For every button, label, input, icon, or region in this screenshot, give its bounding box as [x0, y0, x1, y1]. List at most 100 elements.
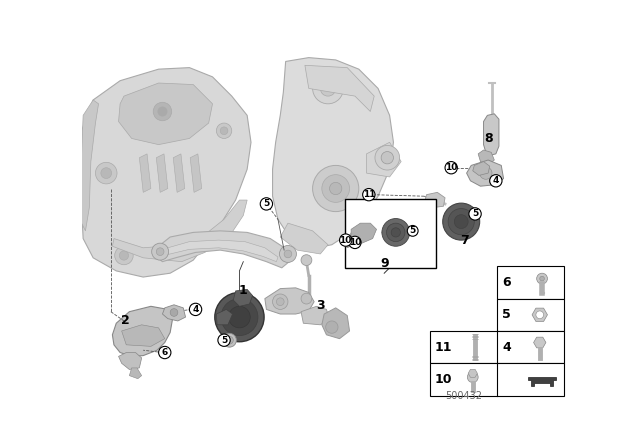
Text: 4: 4 [502, 340, 511, 353]
Text: 10: 10 [445, 163, 458, 172]
Text: 5: 5 [221, 336, 227, 345]
Polygon shape [118, 83, 212, 145]
Text: 5: 5 [502, 308, 511, 321]
Text: 5: 5 [410, 226, 416, 235]
Text: 5: 5 [472, 209, 478, 219]
Circle shape [490, 175, 502, 187]
Polygon shape [265, 288, 314, 314]
Circle shape [152, 243, 168, 260]
Polygon shape [528, 377, 556, 386]
Circle shape [375, 146, 399, 170]
Polygon shape [234, 289, 253, 306]
Polygon shape [424, 192, 445, 208]
Polygon shape [382, 225, 410, 242]
Circle shape [540, 276, 545, 281]
Text: 3: 3 [316, 299, 324, 312]
Circle shape [387, 223, 405, 241]
Text: 500432: 500432 [445, 391, 482, 401]
Text: 11: 11 [435, 340, 452, 353]
Text: 10: 10 [435, 373, 452, 386]
Text: 9: 9 [380, 258, 388, 271]
Polygon shape [163, 305, 186, 321]
Circle shape [448, 208, 474, 235]
Polygon shape [160, 240, 278, 262]
Circle shape [340, 234, 352, 246]
Bar [497, 299, 564, 331]
Polygon shape [155, 231, 291, 268]
Text: 2: 2 [121, 314, 130, 327]
Circle shape [170, 309, 178, 316]
Circle shape [153, 102, 172, 121]
Text: 8: 8 [484, 132, 492, 145]
Polygon shape [216, 310, 232, 325]
Polygon shape [280, 223, 328, 254]
Circle shape [225, 336, 234, 344]
Text: 10: 10 [340, 236, 352, 245]
Polygon shape [351, 223, 376, 243]
Text: 6: 6 [162, 348, 168, 357]
Circle shape [322, 175, 349, 202]
Circle shape [159, 346, 171, 359]
Circle shape [215, 293, 264, 342]
Circle shape [454, 215, 468, 228]
Text: 7: 7 [460, 234, 468, 247]
Circle shape [221, 299, 258, 336]
Circle shape [218, 334, 230, 346]
Circle shape [280, 246, 296, 263]
Text: 5: 5 [263, 199, 269, 208]
Polygon shape [190, 154, 202, 192]
Circle shape [326, 321, 338, 333]
Circle shape [301, 255, 312, 266]
Polygon shape [156, 154, 168, 192]
Polygon shape [113, 200, 247, 262]
Text: 1: 1 [239, 284, 248, 297]
Polygon shape [484, 114, 499, 155]
Polygon shape [81, 68, 251, 277]
Circle shape [189, 303, 202, 315]
Polygon shape [118, 353, 141, 370]
Polygon shape [81, 100, 99, 231]
Bar [345, 198, 436, 268]
Circle shape [115, 246, 133, 265]
Circle shape [382, 219, 410, 246]
Polygon shape [173, 154, 185, 192]
Circle shape [276, 298, 284, 306]
Polygon shape [478, 150, 494, 165]
Circle shape [101, 168, 111, 178]
Circle shape [220, 127, 228, 134]
Circle shape [320, 81, 336, 96]
Circle shape [158, 107, 167, 116]
Polygon shape [473, 162, 490, 176]
Polygon shape [305, 65, 374, 112]
Circle shape [381, 151, 394, 164]
Circle shape [537, 273, 547, 284]
Polygon shape [342, 237, 354, 248]
Circle shape [228, 306, 250, 328]
Circle shape [469, 208, 481, 220]
Circle shape [536, 311, 543, 319]
Circle shape [407, 225, 418, 236]
Circle shape [216, 123, 232, 138]
Polygon shape [367, 142, 401, 177]
Circle shape [284, 250, 292, 258]
Circle shape [330, 182, 342, 195]
Polygon shape [447, 214, 477, 233]
Polygon shape [273, 58, 394, 248]
Circle shape [273, 294, 288, 310]
Polygon shape [113, 306, 172, 356]
Circle shape [156, 248, 164, 255]
Polygon shape [301, 306, 330, 325]
Circle shape [223, 333, 236, 347]
Circle shape [480, 167, 492, 179]
Circle shape [301, 293, 312, 304]
Circle shape [260, 198, 273, 210]
Polygon shape [129, 368, 141, 379]
Text: 6: 6 [502, 276, 511, 289]
Bar [497, 266, 564, 299]
Circle shape [312, 165, 359, 211]
Bar [431, 363, 564, 396]
Circle shape [443, 203, 480, 240]
Polygon shape [140, 154, 151, 192]
Polygon shape [322, 308, 349, 339]
Text: 4: 4 [493, 177, 499, 185]
